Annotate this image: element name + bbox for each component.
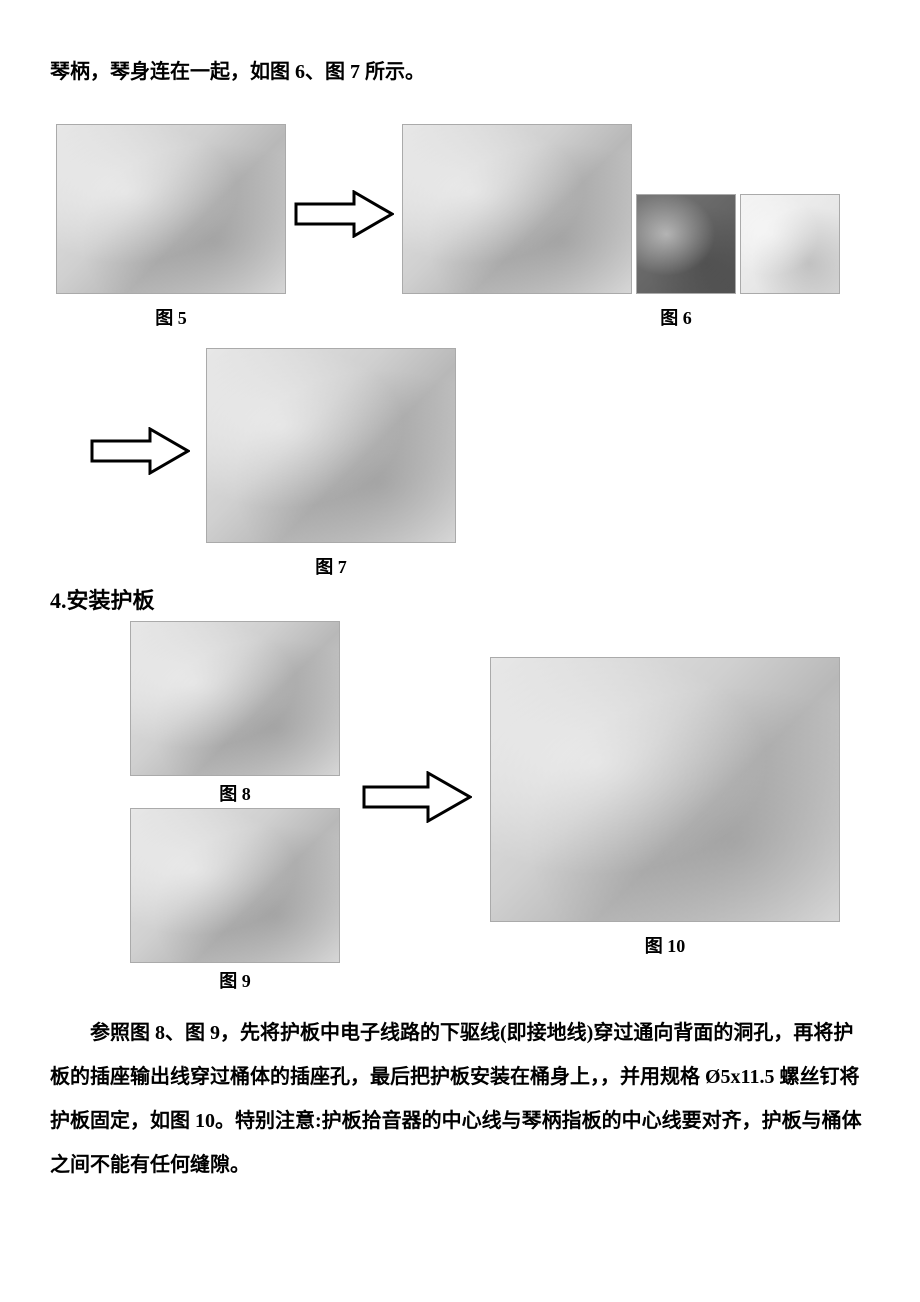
figure-6-caption: 图 6 — [660, 304, 692, 330]
figure-9-photo — [130, 808, 340, 963]
figure-7-photo — [206, 348, 456, 543]
figure-8-caption: 图 8 — [219, 780, 251, 806]
figure-6-photo-b — [636, 194, 736, 294]
figure-row-1: 图 5 图 6 — [50, 124, 870, 330]
figure-5-caption: 图 5 — [155, 304, 187, 330]
figure-row-3: 图 8 图 9 图 10 — [130, 621, 870, 993]
bottom-paragraph: 参照图 8、图 9，先将护板中电子线路的下驱线(即接地线)穿过通向背面的洞孔，再… — [50, 1011, 870, 1187]
arrow-icon — [362, 771, 472, 823]
arrow-icon — [90, 427, 190, 475]
figure-10-block: 图 10 — [490, 657, 840, 958]
section-4-title: 4.安装护板 — [50, 583, 870, 615]
figure-5-photo — [56, 124, 286, 294]
figure-7-caption: 图 7 — [315, 553, 347, 579]
figure-6-photo-a — [402, 124, 632, 294]
intro-line: 琴柄，琴身连在一起，如图 6、图 7 所示。 — [50, 50, 870, 94]
arrow-icon — [294, 190, 394, 238]
figure-9-caption: 图 9 — [219, 967, 251, 993]
figure-8-9-column: 图 8 图 9 — [130, 621, 340, 993]
figure-6-block: 图 6 — [402, 124, 840, 330]
figure-5-block: 图 5 — [56, 124, 286, 330]
figure-8-photo — [130, 621, 340, 776]
figure-10-caption: 图 10 — [645, 932, 686, 958]
figure-7-block: 图 7 — [206, 348, 456, 579]
figure-row-2: 图 7 — [90, 348, 870, 579]
figure-10-photo — [490, 657, 840, 922]
figure-6-photo-c — [740, 194, 840, 294]
